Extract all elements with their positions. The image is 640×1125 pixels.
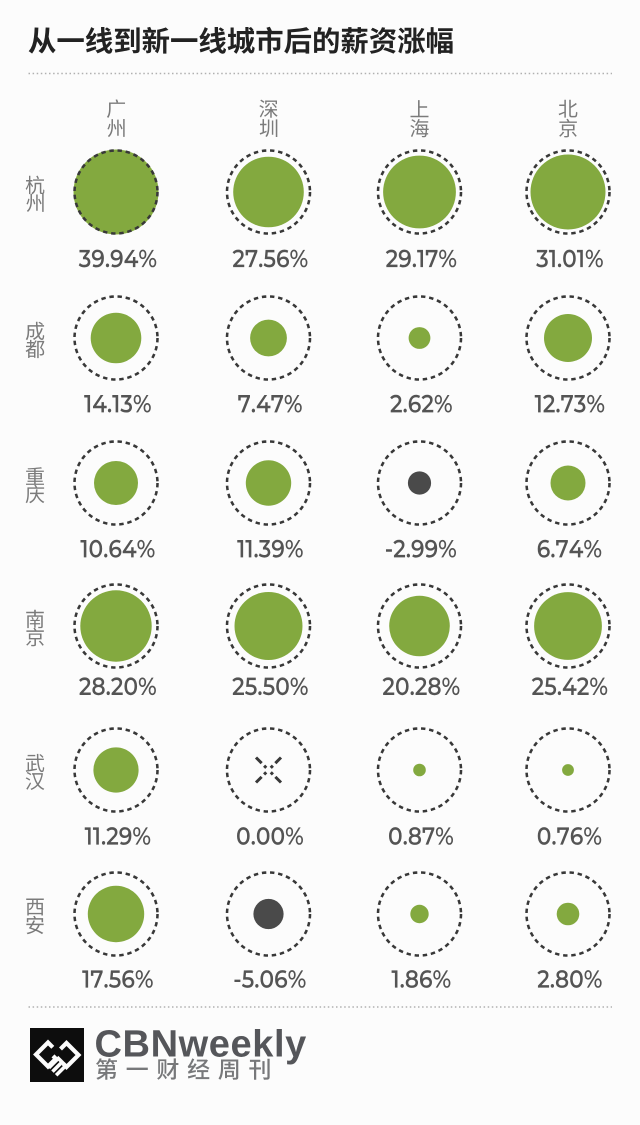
svg-text:CBNweekly: CBNweekly <box>95 1024 307 1066</box>
